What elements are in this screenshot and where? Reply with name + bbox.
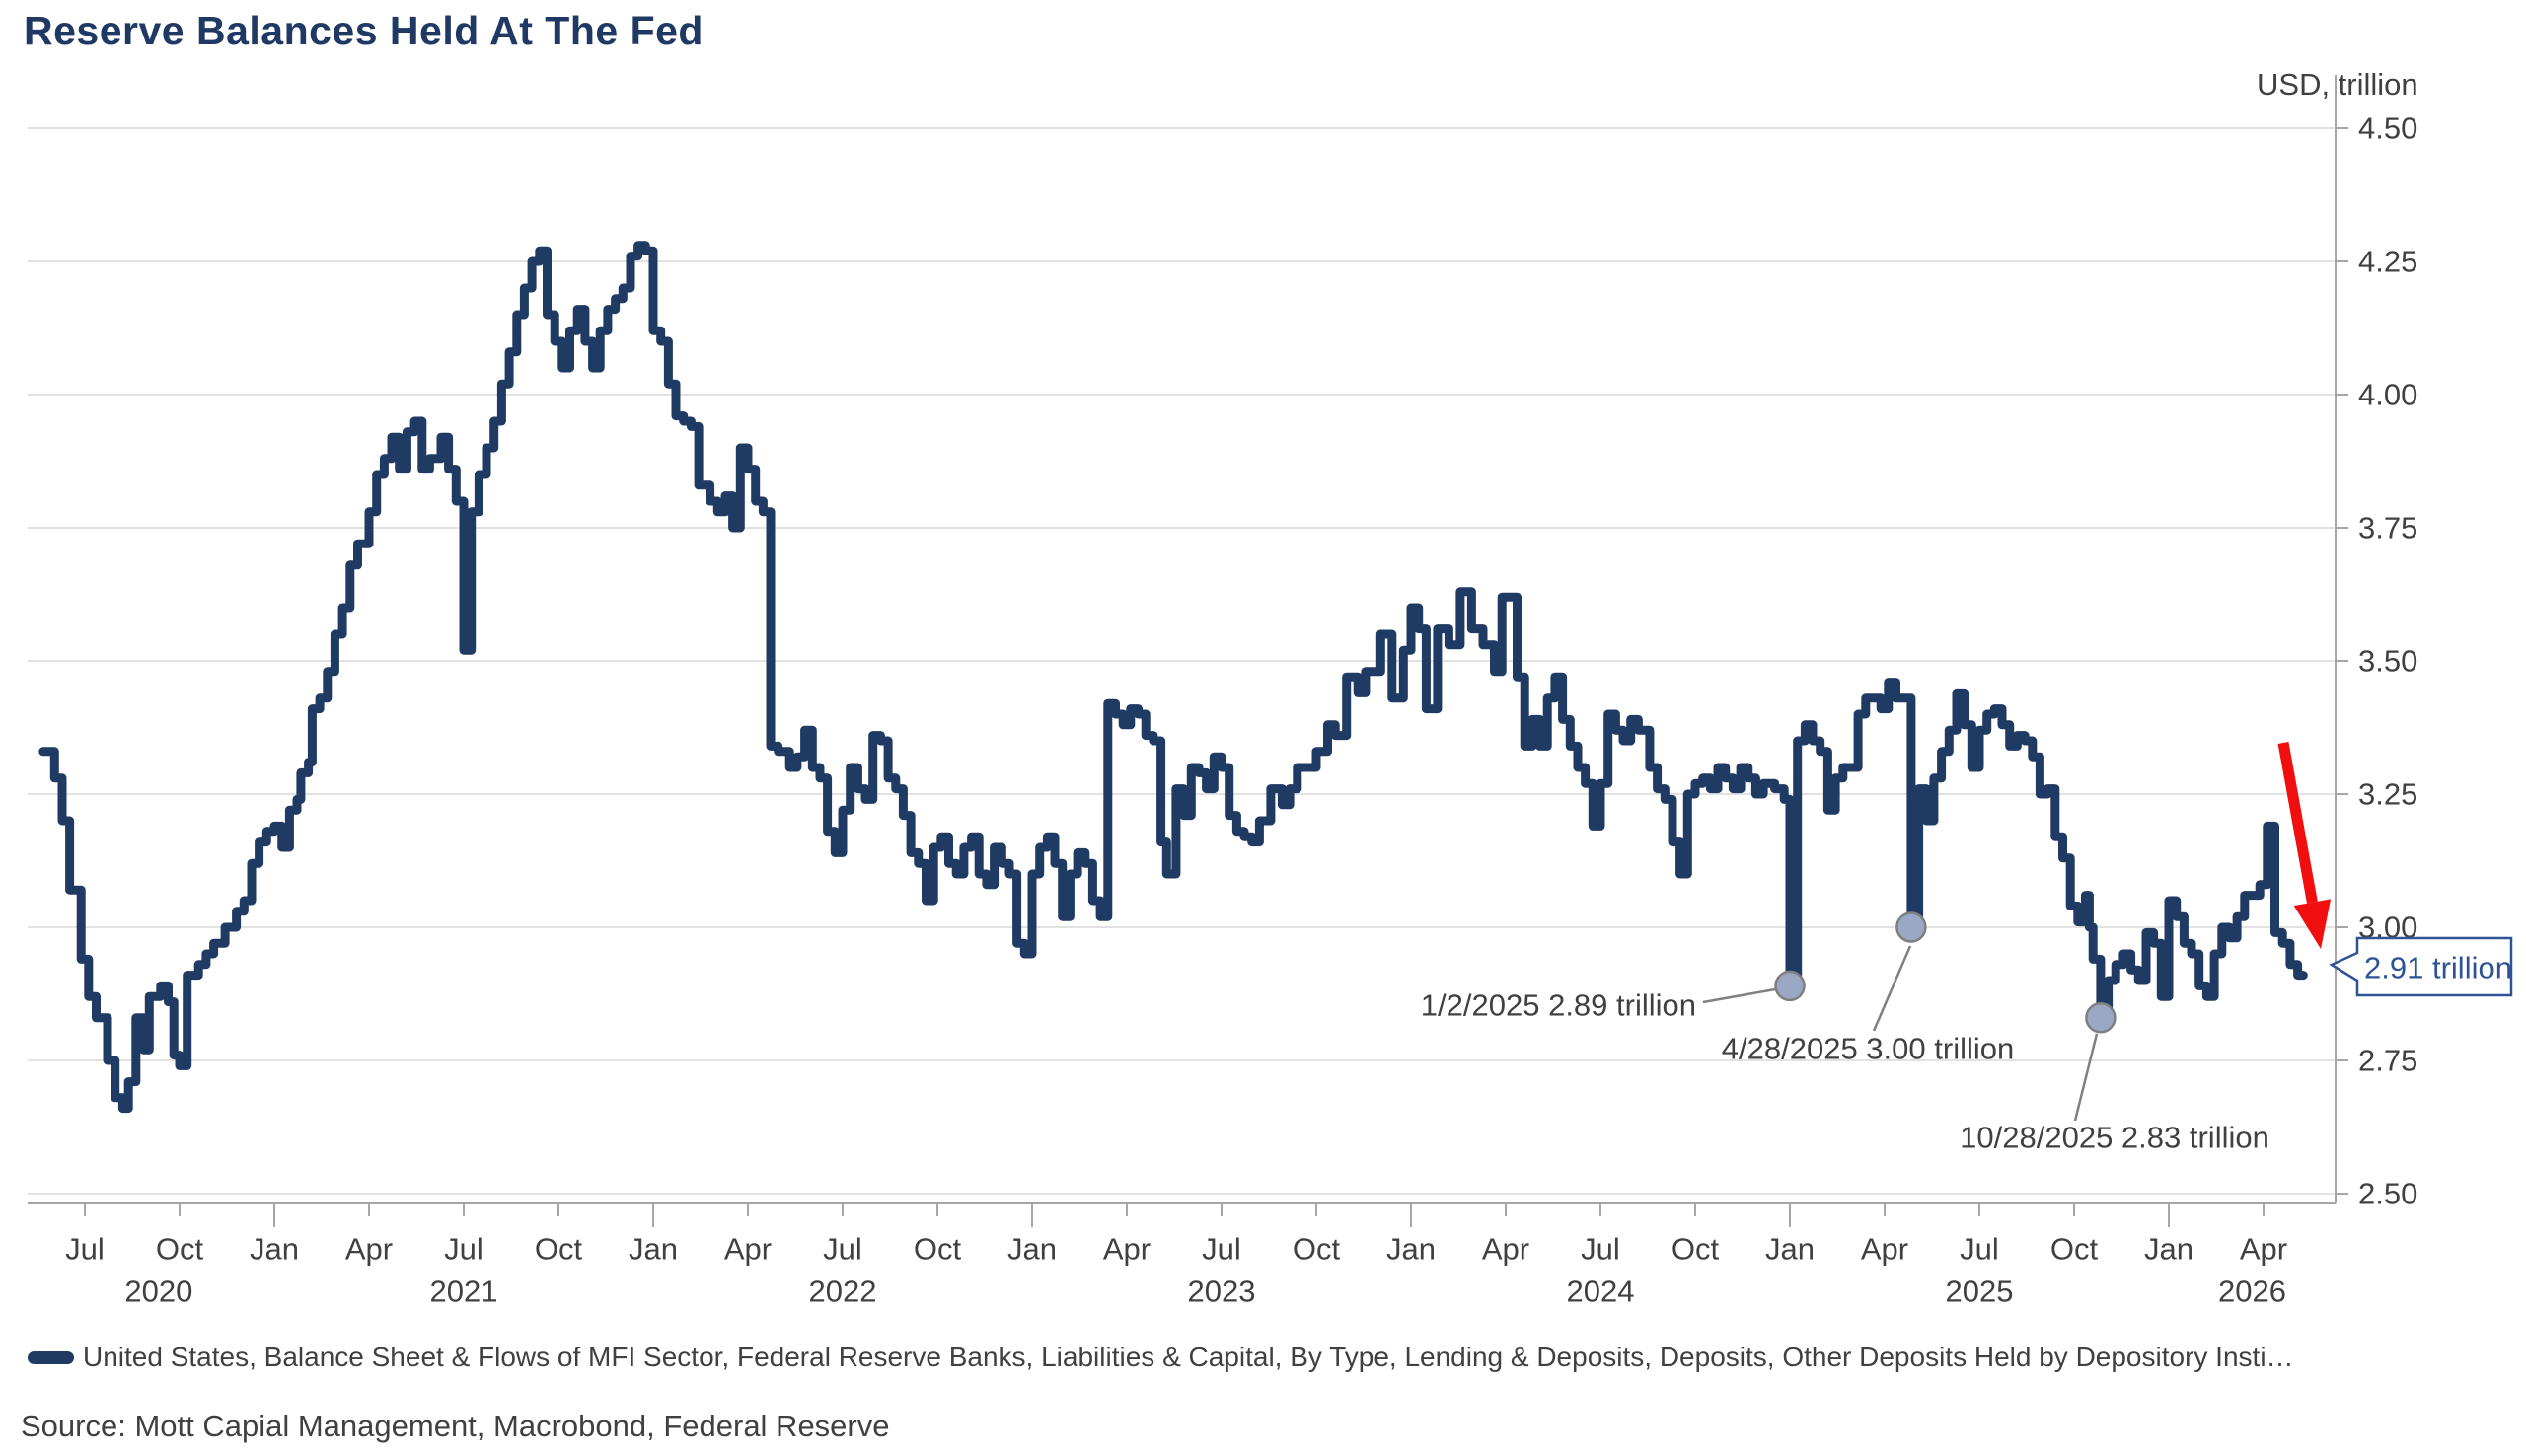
- source-text: Source: Mott Capial Management, Macrobon…: [21, 1409, 890, 1443]
- x-axis-month-label: Jul: [1960, 1232, 1999, 1267]
- x-axis-month-label: Jul: [444, 1232, 483, 1267]
- x-axis-year-label: 2021: [430, 1274, 498, 1309]
- x-axis-month-label: Jan: [250, 1232, 299, 1267]
- trend-arrow-head: [2293, 899, 2332, 949]
- x-axis-month-label: Apr: [1861, 1232, 1908, 1267]
- x-axis-month-label: Jan: [2144, 1232, 2193, 1267]
- x-axis-month-label: Apr: [1103, 1232, 1151, 1267]
- x-axis-month-label: Apr: [1482, 1232, 1529, 1267]
- x-axis-month-label: Oct: [535, 1232, 583, 1267]
- y-axis-unit-label: USD, trillion: [2257, 67, 2418, 102]
- annotation-label: 4/28/2025 3.00 trillion: [1722, 1032, 2014, 1066]
- value-callout-label: 2.91 trillion: [2364, 951, 2512, 985]
- trend-arrow-shaft: [2277, 742, 2318, 904]
- y-axis-tick-label: 2.75: [2358, 1044, 2417, 1078]
- y-axis-tick-label: 4.00: [2358, 378, 2417, 412]
- x-axis-year-label: 2023: [1188, 1274, 1256, 1309]
- x-axis-year-label: 2026: [2218, 1274, 2286, 1309]
- y-axis-tick-label: 2.50: [2358, 1177, 2417, 1211]
- y-axis-tick-label: 3.75: [2358, 511, 2417, 546]
- annotation-label: 10/28/2025 2.83 trillion: [1960, 1121, 2269, 1155]
- x-axis-month-label: Jul: [823, 1232, 862, 1267]
- x-axis-month-label: Oct: [914, 1232, 962, 1267]
- x-axis-month-label: Apr: [345, 1232, 393, 1267]
- x-axis-month-label: Jan: [1386, 1232, 1436, 1267]
- x-axis-year-label: 2024: [1567, 1274, 1635, 1309]
- x-axis-month-label: Oct: [1672, 1232, 1720, 1267]
- y-axis-tick-label: 4.50: [2358, 111, 2417, 146]
- y-axis-tick-label: 3.50: [2358, 644, 2417, 679]
- chart-title: Reserve Balances Held At The Fed: [24, 8, 704, 53]
- x-axis-month-label: Jul: [65, 1232, 105, 1267]
- legend-series-swatch: [28, 1350, 74, 1364]
- x-axis-month-label: Jul: [1581, 1232, 1620, 1267]
- x-axis-month-label: Oct: [2050, 1232, 2099, 1267]
- x-axis-month-label: Apr: [724, 1232, 772, 1267]
- annotation-marker: [1895, 911, 1927, 943]
- x-axis-month-label: Oct: [1293, 1232, 1341, 1267]
- x-axis-year-label: 2025: [1946, 1274, 2014, 1309]
- annotation-marker: [1774, 970, 1806, 1002]
- annotation-leader-line: [1872, 945, 1912, 1032]
- y-axis-tick-label: 3.25: [2358, 777, 2417, 812]
- x-axis-year-label: 2020: [124, 1274, 192, 1309]
- annotation-label: 1/2/2025 2.89 trillion: [1421, 988, 1696, 1023]
- value-callout-box: [2329, 936, 2513, 997]
- annotation-leader-line: [2073, 1033, 2099, 1122]
- legend: United States, Balance Sheet & Flows of …: [28, 1342, 2294, 1373]
- x-axis-month-label: Oct: [156, 1232, 204, 1267]
- x-axis-month-label: Jan: [1765, 1232, 1815, 1267]
- y-axis-tick-label: 4.25: [2358, 245, 2417, 279]
- x-axis-month-label: Jan: [1007, 1232, 1057, 1267]
- legend-series-label: United States, Balance Sheet & Flows of …: [83, 1342, 2294, 1372]
- x-axis-month-label: Jul: [1202, 1232, 1241, 1267]
- series-line: [38, 241, 2308, 1114]
- annotation-marker: [2085, 1002, 2117, 1034]
- x-axis-year-label: 2022: [809, 1274, 877, 1309]
- x-axis-month-label: Apr: [2240, 1232, 2287, 1267]
- x-axis-month-label: Jan: [629, 1232, 678, 1267]
- annotation-leader-line: [1702, 987, 1776, 1004]
